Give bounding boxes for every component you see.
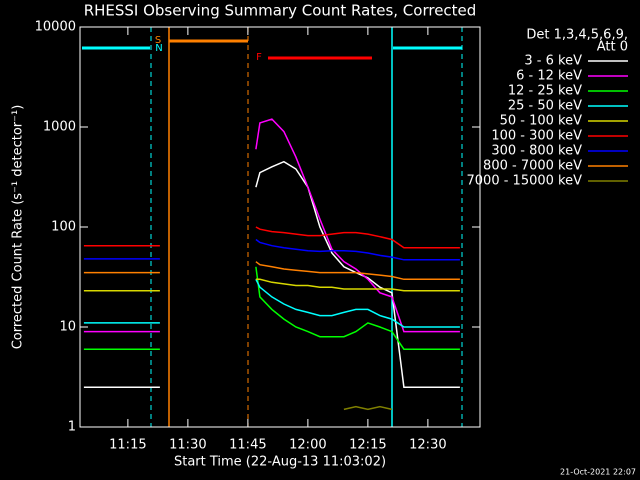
x-tick-label: 12:30 xyxy=(409,438,446,453)
series-line xyxy=(83,278,460,292)
y-tick-label: 10000 xyxy=(35,20,76,35)
legend-label: 3 - 6 keV xyxy=(524,54,582,69)
legend-label: 300 - 800 keV xyxy=(491,144,582,159)
series-line xyxy=(83,160,460,388)
series-line xyxy=(83,261,460,281)
series-line xyxy=(83,238,460,261)
annotation: S xyxy=(155,35,161,46)
x-tick-label: 11:45 xyxy=(229,438,266,453)
legend-header: Att 0 xyxy=(597,40,628,55)
plot-frame xyxy=(79,26,481,428)
y-tick-label: 100 xyxy=(51,220,76,235)
legend-label: 50 - 100 keV xyxy=(500,114,583,129)
legend-label: 12 - 25 keV xyxy=(508,84,582,99)
y-tick-label: 1 xyxy=(68,420,76,435)
series-line xyxy=(83,226,460,249)
series-line xyxy=(343,405,393,411)
series-line xyxy=(83,266,460,350)
y-tick-label: 1000 xyxy=(43,120,76,135)
x-tick-label: 12:00 xyxy=(289,438,326,453)
legend-label: 800 - 7000 keV xyxy=(483,159,582,174)
legend-label: 6 - 12 keV xyxy=(516,69,582,84)
x-axis-label: Start Time (22-Aug-13 11:03:02) xyxy=(174,455,386,470)
legend-label: 7000 - 15000 keV xyxy=(467,174,583,189)
x-tick-label: 12:15 xyxy=(349,438,386,453)
annotation: F xyxy=(256,52,262,63)
chart-title: RHESSI Observing Summary Count Rates, Co… xyxy=(84,2,477,20)
legend-header: Det 1,3,4,5,6,9, xyxy=(526,28,628,43)
y-tick-label: 10 xyxy=(59,320,76,335)
footer: 21-Oct-2021 22:07 xyxy=(560,468,636,477)
series-line xyxy=(83,278,460,328)
legend-label: 25 - 50 keV xyxy=(508,99,582,114)
y-axis-label: Corrected Count Rate (s⁻¹ detector⁻¹) xyxy=(11,105,26,350)
series-line xyxy=(83,118,460,333)
legend-label: 100 - 300 keV xyxy=(491,129,582,144)
x-tick-label: 11:30 xyxy=(169,438,206,453)
annotation: N xyxy=(155,43,162,54)
x-tick-label: 11:15 xyxy=(109,438,146,453)
status-overlay xyxy=(82,27,463,427)
